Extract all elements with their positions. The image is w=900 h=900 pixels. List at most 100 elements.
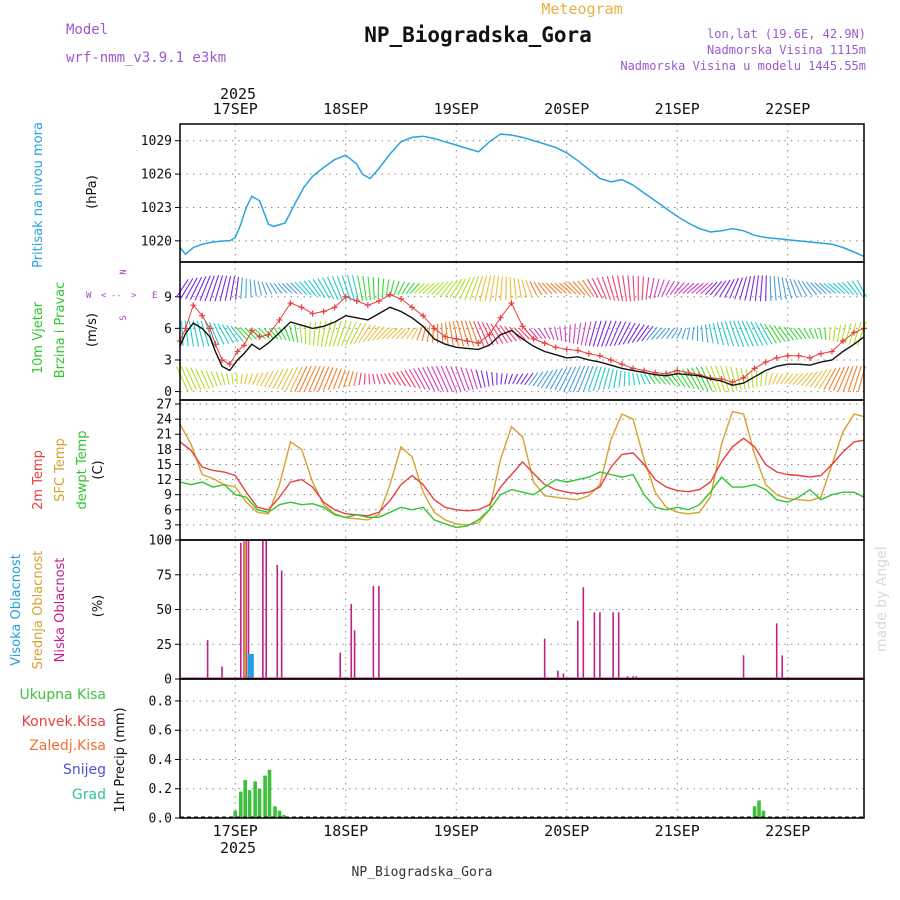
wind-barb	[528, 328, 539, 340]
coords-text: lon,lat (19.6E, 42.9N)	[707, 27, 866, 41]
wind-barb	[185, 367, 198, 391]
model-label: Model	[66, 22, 108, 38]
wind-barb	[627, 275, 631, 302]
wind-barb	[710, 365, 722, 393]
wind-barb	[435, 365, 449, 393]
wind-barb	[572, 281, 586, 296]
wind-barb	[331, 276, 343, 301]
y-tick-label: 6	[164, 322, 172, 337]
wind-barb	[704, 281, 718, 295]
wind-barb	[728, 320, 740, 347]
wind-barb	[185, 277, 198, 300]
wind-barb	[648, 373, 656, 385]
wind-barb	[411, 327, 419, 340]
wind-barb	[477, 321, 490, 346]
wind-barb	[418, 282, 430, 294]
precip-bar	[253, 781, 257, 818]
wind-gust-marker	[234, 348, 241, 355]
wind-barb	[580, 322, 587, 346]
wind-barb	[851, 280, 863, 297]
wind-barb	[805, 281, 818, 296]
cloud-bar	[582, 587, 585, 679]
cloud-unit: (%)	[91, 595, 106, 618]
wind-barb	[588, 321, 597, 347]
wind-barb	[632, 372, 636, 386]
precip-bar	[267, 769, 272, 818]
wind-barb	[253, 280, 257, 297]
cloud-bar	[249, 653, 254, 679]
wind-gust-marker	[248, 327, 255, 334]
cloud-bar	[247, 653, 252, 679]
day-label-bottom: 19SEP	[434, 822, 479, 840]
wind-barb	[645, 277, 650, 300]
wind-barb	[351, 275, 360, 302]
wind-barb	[489, 275, 496, 302]
compass-arrow-right: >	[131, 291, 137, 301]
compass-bar: --	[111, 291, 122, 301]
wind-gust-marker	[199, 312, 206, 319]
wind-barb	[362, 325, 376, 343]
wind-barb	[303, 365, 317, 393]
wind-barb	[220, 372, 226, 386]
wind-barb	[605, 320, 617, 347]
wind-barb	[396, 371, 407, 387]
wind-barb	[226, 324, 239, 343]
wind-barb	[677, 369, 691, 389]
day-label-bottom: 20SEP	[544, 822, 589, 840]
wind-gust-marker	[596, 352, 603, 359]
wind-barb	[538, 328, 547, 340]
year-label-bottom: 2025	[220, 839, 256, 857]
wind-gust-marker	[729, 379, 736, 386]
wind-barb	[353, 371, 358, 386]
wind-barb	[372, 373, 376, 385]
precip-bar	[757, 800, 761, 818]
wind-gust-marker	[375, 297, 382, 304]
wind-gust-marker	[398, 295, 405, 302]
wind-barb	[204, 321, 215, 346]
wind-barb	[714, 280, 727, 297]
wind-barb	[214, 275, 224, 302]
wind-barb	[479, 275, 488, 302]
y-tick-label: 1023	[141, 201, 172, 216]
wind-barb	[504, 373, 508, 385]
wind-barb	[749, 275, 756, 302]
wind-gust-marker	[497, 314, 504, 321]
wind-barb	[618, 370, 622, 388]
wind-barb	[431, 365, 445, 392]
wind-barb	[793, 327, 803, 340]
wind-barb	[205, 370, 214, 388]
wind-speed-line	[179, 306, 865, 387]
wind-barb	[261, 281, 268, 296]
wind-barb	[533, 281, 543, 296]
wind-barb	[372, 326, 385, 341]
wind-barb	[281, 282, 293, 294]
wind-barb	[234, 276, 240, 300]
y-tick-label: 0.2	[149, 782, 172, 797]
wind-barb-band	[180, 320, 867, 347]
wind-barb	[389, 280, 395, 297]
wind-gust-marker	[442, 333, 449, 340]
cloud-bar	[353, 630, 356, 679]
wind-gust-marker	[574, 347, 581, 354]
wind-barb	[521, 279, 528, 298]
panel-pressure: 1020 1023 1026 1029	[141, 123, 865, 263]
wind-barb	[455, 366, 466, 392]
wind-barb	[509, 277, 512, 300]
cloud-bar	[262, 540, 264, 679]
wind-barb	[180, 278, 194, 299]
compass-west: W	[86, 291, 92, 301]
wind-barb	[328, 320, 337, 347]
wind-barb	[582, 279, 595, 298]
y-tick-label: 0.4	[149, 753, 173, 768]
wind-barb	[273, 282, 283, 294]
wind-barb	[253, 328, 266, 340]
wind-barb	[380, 373, 386, 385]
wind-barb	[780, 373, 789, 385]
wind-gust-marker	[353, 297, 360, 304]
cloud-bar	[617, 612, 620, 679]
wind-barb	[272, 369, 284, 389]
wind-barb	[289, 325, 295, 342]
wind-barb	[290, 282, 303, 295]
y-tick-label: 18	[156, 443, 172, 458]
wind-barb	[671, 328, 679, 339]
